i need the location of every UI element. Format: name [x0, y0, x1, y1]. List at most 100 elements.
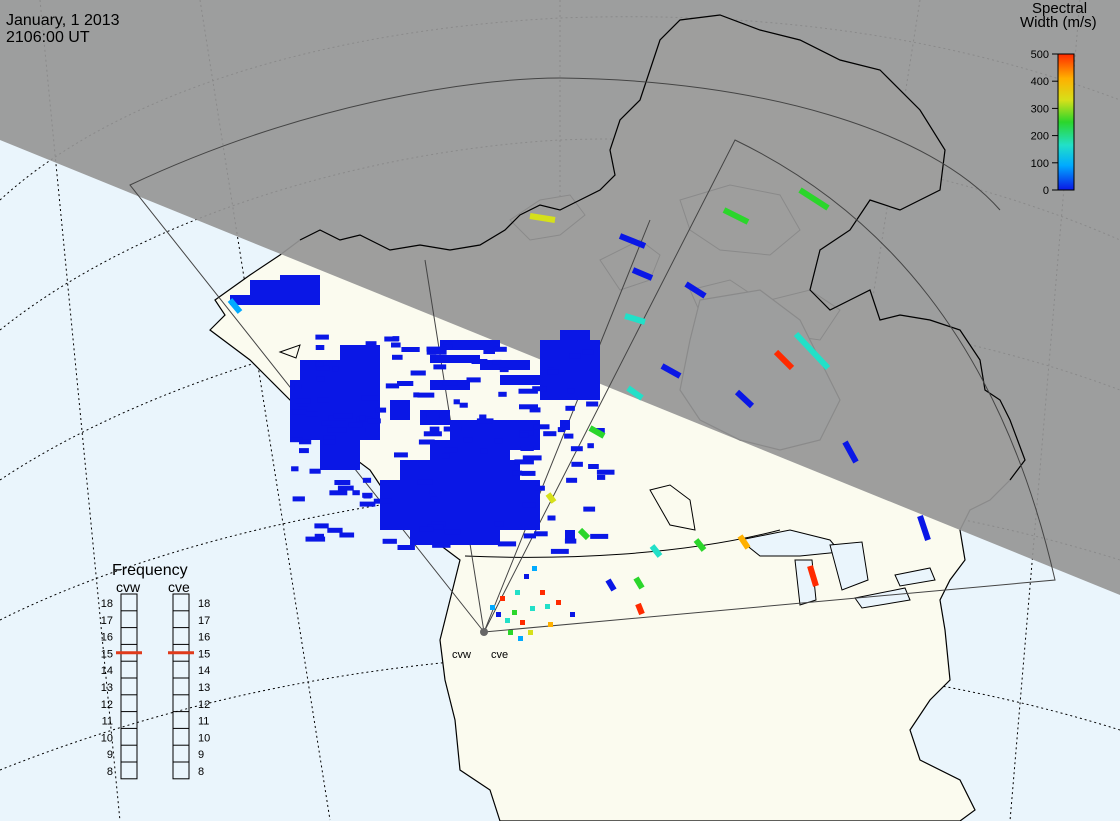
data-gate	[459, 402, 468, 408]
data-gate	[519, 404, 538, 410]
frequency-radar-cve: cve	[168, 579, 190, 595]
data-gate	[570, 446, 583, 452]
data-gate	[545, 492, 557, 504]
frequency-scale-label: 9	[198, 749, 204, 761]
frequency-scale-label: 14	[101, 665, 113, 677]
data-gate	[597, 474, 606, 480]
date-label: January, 1 2013	[6, 12, 120, 29]
data-gate	[618, 233, 647, 249]
data-gate	[590, 533, 609, 539]
data-gate	[471, 359, 488, 364]
radar-site-marker	[480, 628, 488, 636]
data-gate	[519, 432, 529, 438]
night-coastlines	[299, 14, 1026, 481]
data-gate	[557, 427, 565, 433]
data-gate	[299, 448, 309, 454]
data-gate	[547, 515, 556, 521]
data-gate	[514, 459, 534, 465]
data-gate	[520, 446, 534, 451]
colorbar-gradient	[1057, 53, 1075, 191]
data-gate	[798, 187, 830, 211]
data-gate	[842, 440, 859, 464]
data-gate	[520, 620, 525, 625]
data-gate	[807, 565, 819, 587]
frequency-scale-label: 13	[101, 682, 113, 694]
data-gate	[292, 409, 307, 415]
data-gate	[773, 349, 795, 371]
data-gate	[384, 336, 399, 342]
data-gate	[441, 344, 453, 350]
data-gate	[317, 397, 330, 403]
data-gate	[435, 357, 453, 363]
colorbar-tick-label: 500	[1031, 49, 1049, 61]
data-gate	[917, 515, 931, 541]
data-gate	[433, 364, 447, 370]
data-gate	[586, 401, 599, 407]
data-gate	[480, 360, 530, 370]
radar-label-cve: cve	[491, 649, 508, 661]
data-gate	[497, 541, 517, 547]
data-gate	[367, 418, 381, 424]
data-gate	[315, 361, 324, 367]
data-gate	[316, 376, 325, 382]
time-label: 2106:00 UT	[6, 29, 90, 46]
data-gate	[290, 437, 303, 443]
data-gate	[605, 578, 617, 592]
radar-data-gates	[227, 187, 931, 641]
data-gate	[442, 453, 450, 459]
data-gate	[500, 596, 505, 601]
data-gate	[529, 213, 556, 223]
data-gate	[375, 407, 387, 413]
data-gate	[480, 448, 488, 454]
data-gate	[417, 392, 435, 398]
data-gate	[569, 353, 581, 359]
data-gate	[483, 349, 495, 354]
data-gate	[565, 530, 575, 540]
frequency-scale-label: 18	[198, 598, 210, 610]
data-gate	[430, 496, 438, 502]
data-gate	[299, 439, 312, 445]
data-gate	[394, 452, 408, 458]
data-gate	[494, 438, 503, 444]
data-gate	[492, 359, 502, 365]
data-gate	[624, 313, 646, 325]
data-gate	[547, 369, 559, 375]
data-gate	[649, 544, 663, 558]
data-gate	[423, 431, 442, 437]
data-gate	[466, 377, 481, 383]
data-gate	[493, 346, 507, 352]
data-gate	[498, 391, 507, 397]
data-gate	[496, 612, 501, 617]
data-gate	[443, 341, 453, 347]
data-gate	[359, 501, 376, 507]
night-terminator-shading	[0, 0, 1120, 595]
data-gate	[333, 413, 353, 419]
data-gate	[633, 576, 645, 590]
data-gate	[476, 418, 494, 424]
data-gate	[565, 405, 575, 411]
frequency-radar-cvw: cvw	[116, 579, 141, 595]
data-gate	[329, 490, 348, 496]
data-gate	[391, 342, 401, 348]
data-gate	[327, 527, 343, 533]
data-gate	[560, 330, 590, 350]
frequency-scale-label: 11	[198, 716, 209, 728]
data-gate	[230, 295, 250, 305]
data-gate	[334, 480, 351, 485]
data-gate	[528, 630, 533, 635]
data-gate	[320, 440, 360, 470]
colorbar-tick-label: 400	[1031, 76, 1049, 88]
data-gate	[316, 365, 330, 371]
data-gate	[426, 349, 447, 355]
data-gate	[429, 426, 440, 432]
data-gate	[444, 529, 461, 535]
data-gate	[327, 427, 347, 433]
data-gate	[462, 473, 474, 479]
data-gate	[583, 506, 596, 512]
data-gate	[392, 354, 403, 360]
data-gate	[588, 464, 599, 469]
data-gate	[426, 413, 440, 418]
data-gate	[361, 395, 379, 401]
frequency-scales: 18 17 16 15 14 13 12 11 10 9 8 18 17 16 15 14 13 12 11 10 9 8	[101, 593, 210, 780]
frequency-scale-box	[172, 593, 190, 780]
